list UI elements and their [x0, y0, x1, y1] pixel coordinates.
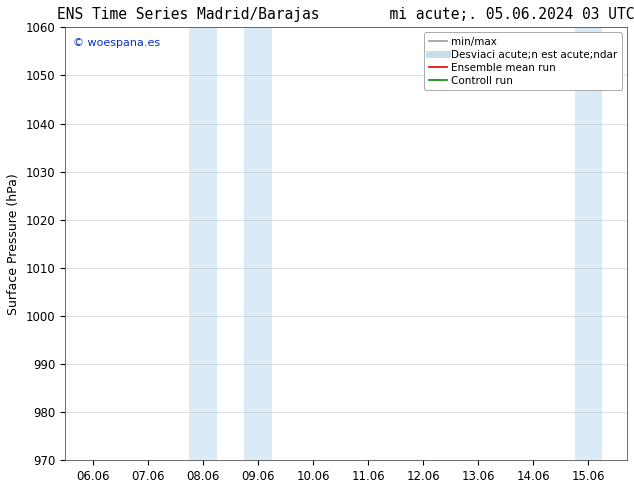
Text: © woespana.es: © woespana.es: [74, 38, 160, 48]
Bar: [244, 27, 271, 460]
Bar: [189, 27, 217, 460]
Title: ENS Time Series Madrid/Barajas        mi acute;. 05.06.2024 03 UTC: ENS Time Series Madrid/Barajas mi acute;…: [57, 7, 634, 22]
Bar: [574, 27, 602, 460]
Legend: min/max, Desviaci acute;n est acute;ndar, Ensemble mean run, Controll run: min/max, Desviaci acute;n est acute;ndar…: [424, 32, 622, 90]
Y-axis label: Surface Pressure (hPa): Surface Pressure (hPa): [7, 173, 20, 315]
